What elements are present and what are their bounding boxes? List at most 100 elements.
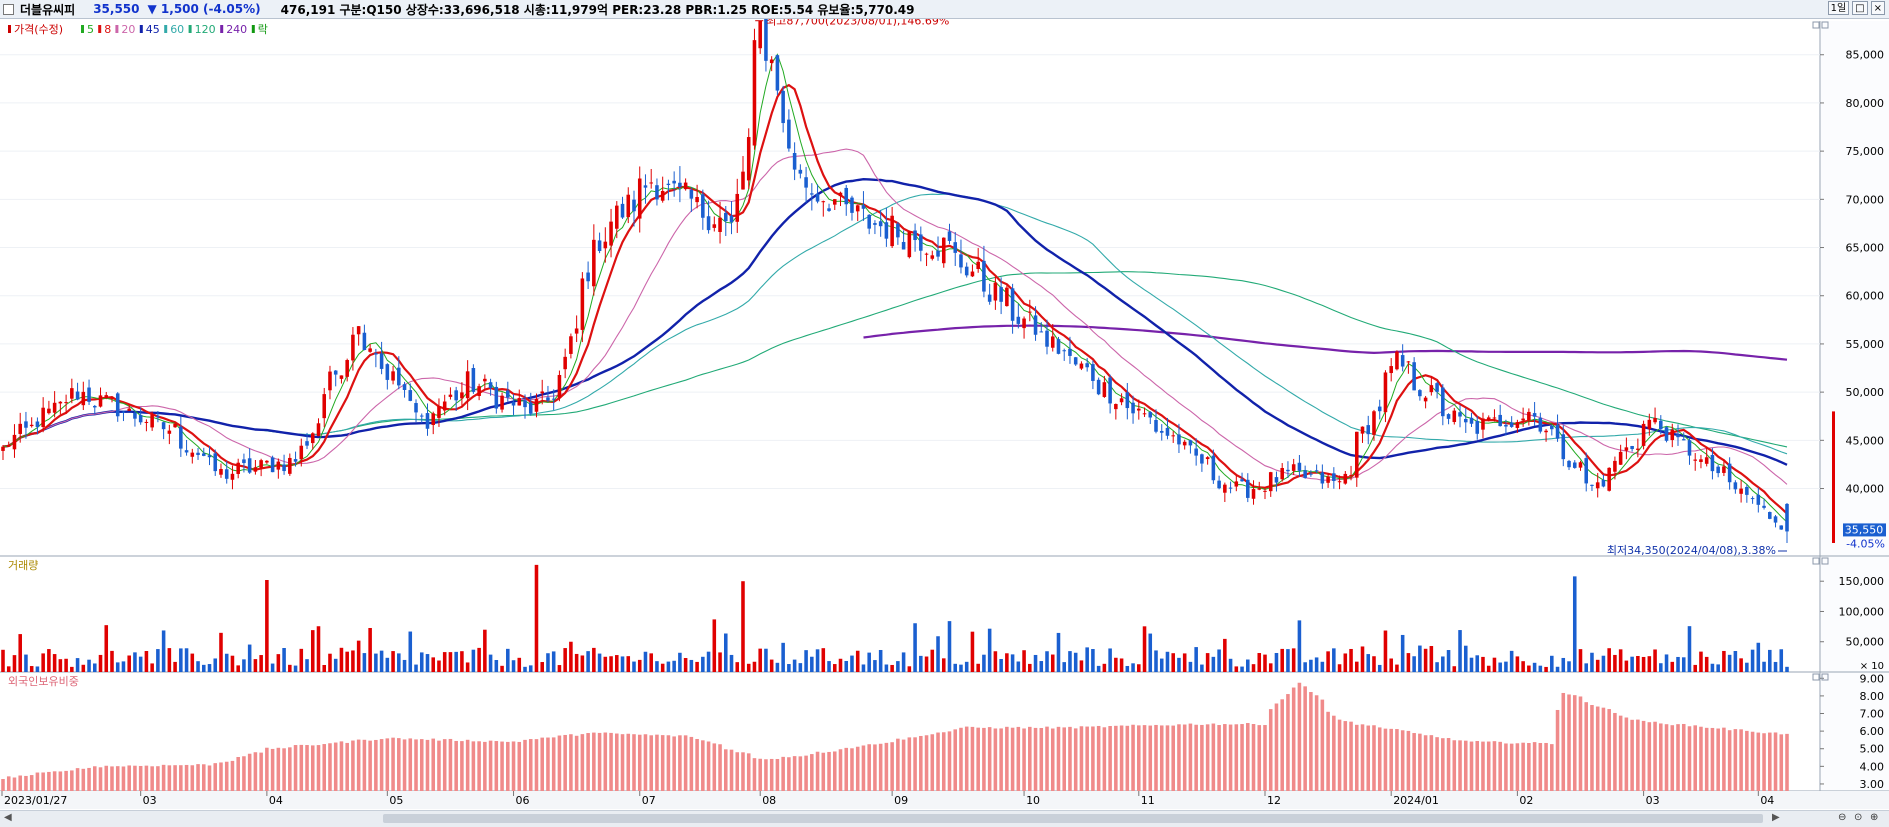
horizontal-scrollbar[interactable]: ◀ ▶ ⊖ ⊙ ⊕ — [0, 810, 1889, 827]
foreign-bar — [741, 752, 745, 791]
foreign-bar — [718, 744, 722, 791]
volume-bar — [528, 665, 533, 672]
volume-bar — [1062, 662, 1067, 672]
volume-bar — [127, 655, 131, 672]
candle-body — [1114, 404, 1118, 410]
candle-body — [115, 393, 120, 417]
price-tick-label: 40,000 — [1846, 483, 1885, 496]
foreign-bar — [47, 771, 51, 791]
foreign-bar — [1486, 741, 1491, 791]
scroll-right-icon[interactable]: ▶ — [1772, 812, 1780, 823]
select-checkbox[interactable] — [3, 3, 14, 15]
volume-bar — [1114, 657, 1118, 672]
period-button[interactable]: 1일 — [1827, 1, 1850, 15]
candle-body — [93, 405, 97, 408]
ma240-line — [863, 324, 1788, 361]
foreign-bar — [224, 761, 229, 791]
foreign-bar — [1188, 723, 1193, 791]
foreign-bar — [41, 772, 45, 791]
volume-bar — [735, 662, 740, 672]
volume-bar — [98, 654, 103, 672]
volume-bar — [184, 648, 189, 672]
zoom-out-icon[interactable]: ⊖ — [1838, 812, 1847, 823]
candle-body — [1228, 487, 1233, 489]
foreign-bar — [1205, 724, 1210, 791]
stock-chart: 85,000 80,000 75,000 70,000 65,000 60,000 55,0… — [0, 19, 1889, 809]
candle-body — [18, 423, 22, 434]
volume-bar — [712, 619, 717, 672]
foreign-bar — [333, 742, 338, 791]
candle-body — [1613, 460, 1617, 472]
foreign-bar — [1280, 699, 1284, 791]
x-tick-label: 2023/01/27 — [4, 794, 67, 807]
foreign-bar — [947, 731, 952, 791]
volume-bar — [1704, 656, 1709, 672]
legend-item: 20 — [121, 23, 135, 36]
candle-body — [592, 239, 596, 287]
volume-bar — [603, 656, 608, 672]
foreign-bar — [1463, 740, 1468, 791]
panel-minimize-icon[interactable] — [1812, 673, 1820, 681]
volume-bar — [506, 648, 510, 672]
low-label: 최저34,350(2024/04/08),3.38% — [1607, 544, 1776, 557]
volume-bar — [58, 659, 63, 672]
foreign-bar — [24, 775, 28, 791]
foreign-bar — [873, 744, 877, 791]
foreign-bar — [1693, 725, 1697, 791]
volume-bar — [1727, 654, 1732, 672]
x-tick-label: 12 — [1267, 794, 1281, 807]
panel-close-icon[interactable] — [1821, 673, 1829, 681]
panel-minimize-icon[interactable] — [1812, 21, 1820, 29]
candle-body — [643, 185, 648, 188]
foreign-bar — [907, 737, 912, 791]
legend-swatch — [8, 25, 11, 33]
foreign-bar — [1182, 724, 1187, 791]
foreign-bar — [242, 756, 246, 791]
volume-bar — [741, 581, 745, 672]
volume-bar — [672, 660, 676, 672]
foreign-bar — [64, 770, 68, 791]
candle-body — [551, 398, 556, 400]
volume-bar — [655, 661, 659, 672]
volume-bar — [1532, 662, 1537, 672]
candle-body — [695, 197, 699, 203]
restore-button[interactable]: □ — [1852, 1, 1868, 15]
foreign-bar — [1062, 727, 1067, 791]
volume-bar — [115, 662, 120, 672]
volume-bar — [1217, 649, 1221, 672]
foreign-bar — [138, 765, 143, 791]
foreign-bar — [1383, 728, 1388, 791]
panel-minimize-icon[interactable] — [1812, 557, 1820, 565]
close-button[interactable]: × — [1870, 1, 1885, 15]
zoom-reset-icon[interactable]: ⊙ — [1854, 812, 1863, 823]
candle-body — [385, 364, 390, 380]
candle-body — [173, 423, 177, 428]
volume-bar — [1722, 650, 1726, 672]
candle-body — [764, 19, 768, 61]
zoom-in-icon[interactable]: ⊕ — [1870, 812, 1879, 823]
volume-bar — [1716, 664, 1720, 672]
panel-close-icon[interactable] — [1821, 21, 1829, 29]
candle-body — [1515, 422, 1520, 428]
volume-bar — [678, 652, 682, 672]
price-tick-label: 55,000 — [1846, 338, 1885, 351]
candle-body — [236, 462, 240, 474]
volume-bar — [701, 656, 705, 672]
candle-body — [24, 421, 28, 428]
scroll-left-icon[interactable]: ◀ — [4, 812, 12, 823]
foreign-bar — [798, 756, 803, 791]
foreign-bar — [1550, 744, 1554, 791]
stock-info: 476,191 구분:Q150 상장수:33,696,518 시총:11,979… — [280, 2, 915, 17]
scrollbar-thumb[interactable] — [383, 814, 1763, 823]
candle-body — [477, 386, 481, 396]
volume-bar — [299, 648, 304, 672]
foreign-bar — [1228, 724, 1233, 791]
volume-bar — [1607, 648, 1611, 672]
foreign-bar — [964, 726, 969, 791]
panel-close-icon[interactable] — [1821, 557, 1829, 565]
candle-body — [1527, 411, 1531, 421]
candle-body — [1463, 418, 1468, 423]
foreign-bar — [18, 775, 22, 791]
volume-bar — [41, 653, 45, 672]
volume-bar — [310, 630, 315, 672]
